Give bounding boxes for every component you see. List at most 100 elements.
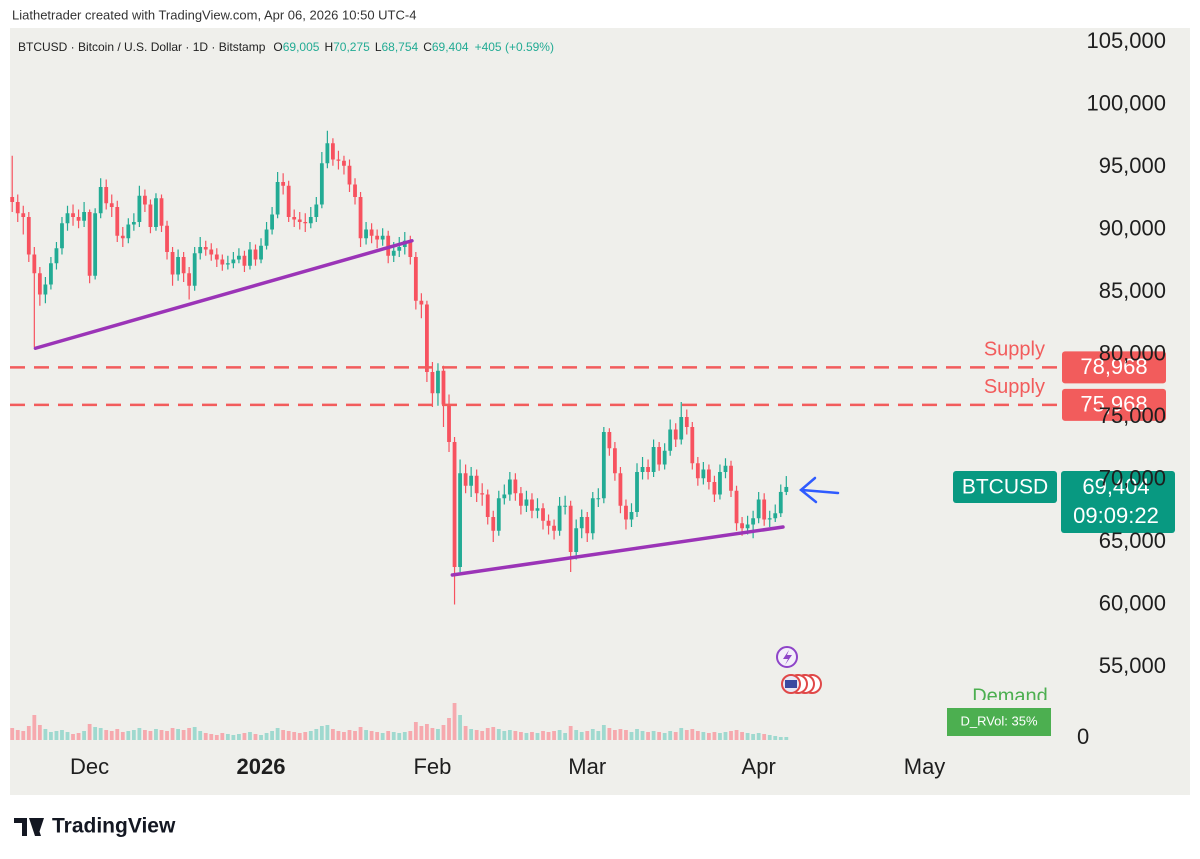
candle-body bbox=[331, 143, 335, 160]
candle-body bbox=[353, 184, 357, 197]
volume-bar bbox=[364, 730, 368, 740]
volume-bar bbox=[15, 730, 20, 740]
volume-bar bbox=[469, 729, 474, 740]
volume-bar bbox=[496, 729, 501, 740]
volume-bar bbox=[308, 731, 313, 740]
volume-bar bbox=[673, 732, 678, 740]
x-tick-label: Apr bbox=[742, 754, 776, 779]
volume-bar bbox=[347, 730, 352, 740]
volume-bar bbox=[126, 731, 131, 740]
x-tick-label: May bbox=[904, 754, 946, 779]
volume-bar bbox=[286, 731, 291, 740]
price-tag bbox=[1062, 388, 1166, 421]
candle-body bbox=[684, 417, 689, 427]
candle-body bbox=[60, 223, 64, 249]
volume-bar bbox=[568, 726, 573, 740]
volume-bar bbox=[635, 729, 639, 740]
supply-label: Supply bbox=[984, 376, 1045, 398]
candle-body bbox=[380, 235, 385, 240]
candle-body bbox=[297, 219, 302, 222]
volume-bar bbox=[557, 730, 562, 740]
volume-bar bbox=[275, 728, 280, 740]
candle-body bbox=[701, 469, 706, 479]
price-tag bbox=[1062, 351, 1166, 384]
volume-bar bbox=[65, 732, 70, 740]
volume-bar bbox=[259, 735, 263, 740]
demand-label: Demand bbox=[972, 685, 1048, 707]
volume-bar bbox=[436, 729, 440, 740]
legend-key: L bbox=[375, 40, 382, 54]
volume-bar bbox=[148, 731, 153, 740]
candle-body bbox=[170, 252, 175, 275]
last-price-tag bbox=[1061, 470, 1175, 533]
volume-bar bbox=[773, 736, 778, 740]
chart-background bbox=[10, 28, 1190, 795]
candle-body bbox=[756, 499, 761, 519]
candle-body bbox=[49, 263, 53, 285]
volume-bar bbox=[375, 732, 380, 740]
volume-bar bbox=[513, 731, 518, 740]
candle-body bbox=[397, 247, 402, 251]
volume-bar bbox=[684, 730, 689, 740]
candle-body bbox=[718, 472, 722, 495]
candle-body bbox=[568, 505, 573, 552]
volume-bar bbox=[104, 730, 109, 740]
x-tick-label: Dec bbox=[70, 754, 109, 779]
x-tick-label: Mar bbox=[568, 754, 606, 779]
volume-bar bbox=[430, 728, 435, 740]
candle-body bbox=[314, 204, 319, 217]
volume-bar bbox=[237, 734, 241, 740]
volume-bar bbox=[87, 724, 92, 740]
supply-label: Supply bbox=[984, 339, 1045, 361]
volume-bar bbox=[325, 725, 330, 740]
candle-body bbox=[729, 465, 733, 491]
volume-bar bbox=[740, 732, 744, 740]
legend-key: O bbox=[273, 40, 282, 54]
volume-bar bbox=[319, 726, 324, 740]
volume-bar bbox=[220, 733, 225, 740]
candle-body bbox=[165, 225, 169, 252]
legend-key: C bbox=[423, 40, 432, 54]
y-tick-label: 100,000 bbox=[1086, 90, 1166, 115]
candle-body bbox=[192, 253, 197, 286]
volume-bar bbox=[745, 733, 750, 740]
volume-bar bbox=[154, 729, 158, 740]
candle-body bbox=[745, 524, 750, 529]
volume-tick-label: 0 bbox=[1077, 724, 1089, 749]
candle-body bbox=[43, 284, 48, 295]
candle-body bbox=[21, 213, 26, 217]
candle-body bbox=[126, 224, 131, 239]
candle-body bbox=[131, 222, 136, 225]
candle-body bbox=[458, 473, 462, 567]
volume-bar bbox=[535, 733, 540, 740]
volume-bar bbox=[54, 731, 59, 740]
volume-bar bbox=[590, 729, 595, 740]
volume-bar bbox=[331, 729, 335, 740]
volume-bar bbox=[397, 733, 402, 740]
candle-body bbox=[104, 187, 109, 204]
volume-bar bbox=[530, 732, 534, 740]
candle-body bbox=[93, 213, 98, 276]
volume-bar bbox=[43, 729, 48, 740]
candle-body bbox=[662, 450, 667, 465]
candle-body bbox=[181, 257, 186, 274]
volume-bar bbox=[425, 724, 429, 740]
candle-body bbox=[552, 525, 556, 531]
candle-body bbox=[452, 442, 457, 567]
volume-bar bbox=[165, 731, 169, 740]
candle-body bbox=[535, 508, 540, 511]
volume-bar bbox=[651, 731, 656, 740]
volume-bar bbox=[541, 731, 545, 740]
volume-bar bbox=[546, 732, 551, 740]
volume-bar bbox=[231, 735, 236, 740]
candle-body bbox=[618, 473, 623, 506]
volume-bar bbox=[657, 732, 662, 740]
candle-body bbox=[342, 160, 346, 166]
volume-bar bbox=[358, 727, 363, 740]
header: Liathetrader created with TradingView.co… bbox=[12, 7, 416, 22]
candle-body bbox=[519, 493, 523, 506]
candle-body bbox=[657, 447, 662, 465]
candle-body bbox=[679, 417, 684, 440]
candle-body bbox=[612, 448, 617, 474]
volume-bar bbox=[170, 728, 175, 740]
